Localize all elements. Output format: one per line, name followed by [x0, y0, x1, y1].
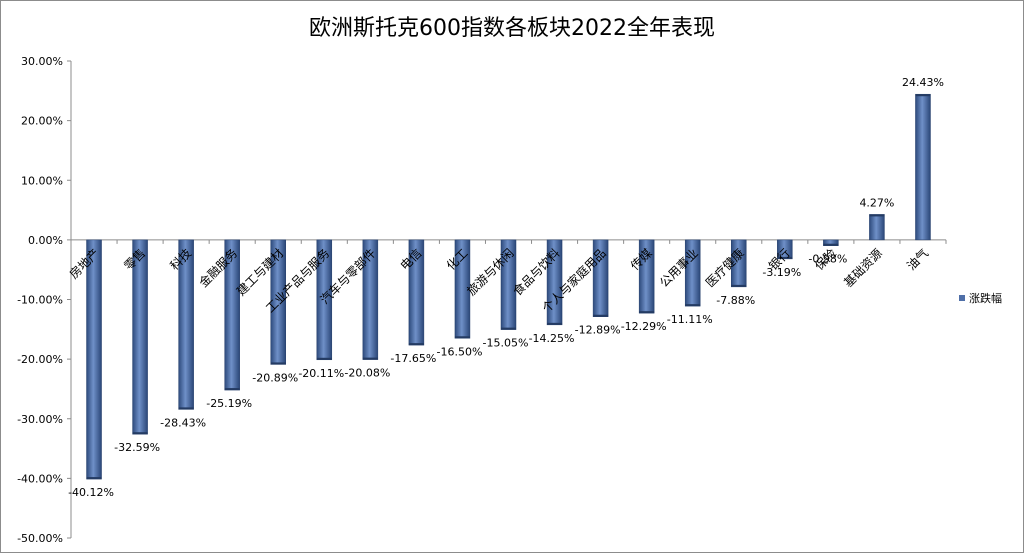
- data-label: -7.88%: [716, 294, 755, 307]
- legend: 涨跌幅: [959, 291, 1002, 305]
- y-tick-label: 0.00%: [28, 234, 63, 247]
- y-tick-label: -50.00%: [17, 532, 63, 545]
- bar-cap: [224, 388, 240, 391]
- data-label: -16.50%: [436, 345, 482, 358]
- bar-5: [270, 239, 286, 365]
- bar-cap: [454, 336, 470, 339]
- data-label: -0.98%: [808, 253, 847, 266]
- bar-cap: [777, 256, 793, 259]
- data-label: -12.89%: [575, 324, 621, 337]
- data-label: -3.19%: [762, 266, 801, 279]
- bar-cap: [869, 214, 885, 217]
- bar-cap: [501, 327, 516, 330]
- legend-label: 涨跌幅: [969, 291, 1002, 305]
- category-label: 基础资源: [841, 246, 885, 290]
- bar-18: [869, 214, 885, 241]
- bar-cap: [362, 357, 378, 360]
- legend-swatch: [959, 295, 965, 301]
- data-label: 24.43%: [902, 76, 944, 89]
- y-tick-label: -40.00%: [17, 472, 63, 485]
- plot-area: 30.00% 20.00% 10.00% 0.00% -10.00% -20.00% -30…: [17, 55, 947, 545]
- data-label: -25.19%: [206, 397, 252, 410]
- data-label: -32.59%: [114, 441, 160, 454]
- bar-cap: [408, 343, 424, 346]
- bar-cap: [915, 94, 931, 97]
- bar-cap: [86, 477, 102, 480]
- category-label: 保险: [811, 245, 839, 273]
- data-label: -20.89%: [252, 371, 298, 384]
- y-tick-label: 30.00%: [21, 55, 63, 68]
- bar-cap: [316, 357, 332, 360]
- y-tick-label: 10.00%: [21, 174, 63, 187]
- bar-cap: [270, 362, 286, 365]
- bar-1: [86, 239, 102, 480]
- data-label: -12.29%: [621, 320, 667, 333]
- bar-19: [915, 93, 931, 241]
- bar-cap: [593, 314, 609, 317]
- bar-cap: [731, 284, 747, 287]
- data-label: -28.43%: [160, 416, 206, 429]
- y-tick-label: -10.00%: [17, 294, 63, 307]
- y-tick-label: -20.00%: [17, 353, 63, 366]
- bar-cap: [685, 304, 701, 307]
- bar-cap: [639, 311, 655, 314]
- data-label: -20.08%: [344, 367, 390, 380]
- data-label: -14.25%: [529, 332, 575, 345]
- data-label: -40.12%: [68, 486, 114, 499]
- data-label: 4.27%: [859, 196, 894, 209]
- data-label: -20.11%: [298, 367, 344, 380]
- bar-cap: [547, 322, 563, 325]
- chart-title: 欧洲斯托克600指数各板块2022全年表现: [309, 16, 715, 41]
- y-tick-label: -30.00%: [17, 413, 63, 426]
- y-tick-label: 20.00%: [21, 115, 63, 128]
- bar-cap: [178, 407, 194, 410]
- data-label: -15.05%: [483, 337, 529, 350]
- bar-cap: [132, 432, 148, 435]
- category-label: 油气: [904, 245, 932, 273]
- bar-cap: [823, 243, 839, 246]
- data-label: -17.65%: [390, 352, 436, 365]
- data-label: -11.11%: [667, 313, 713, 326]
